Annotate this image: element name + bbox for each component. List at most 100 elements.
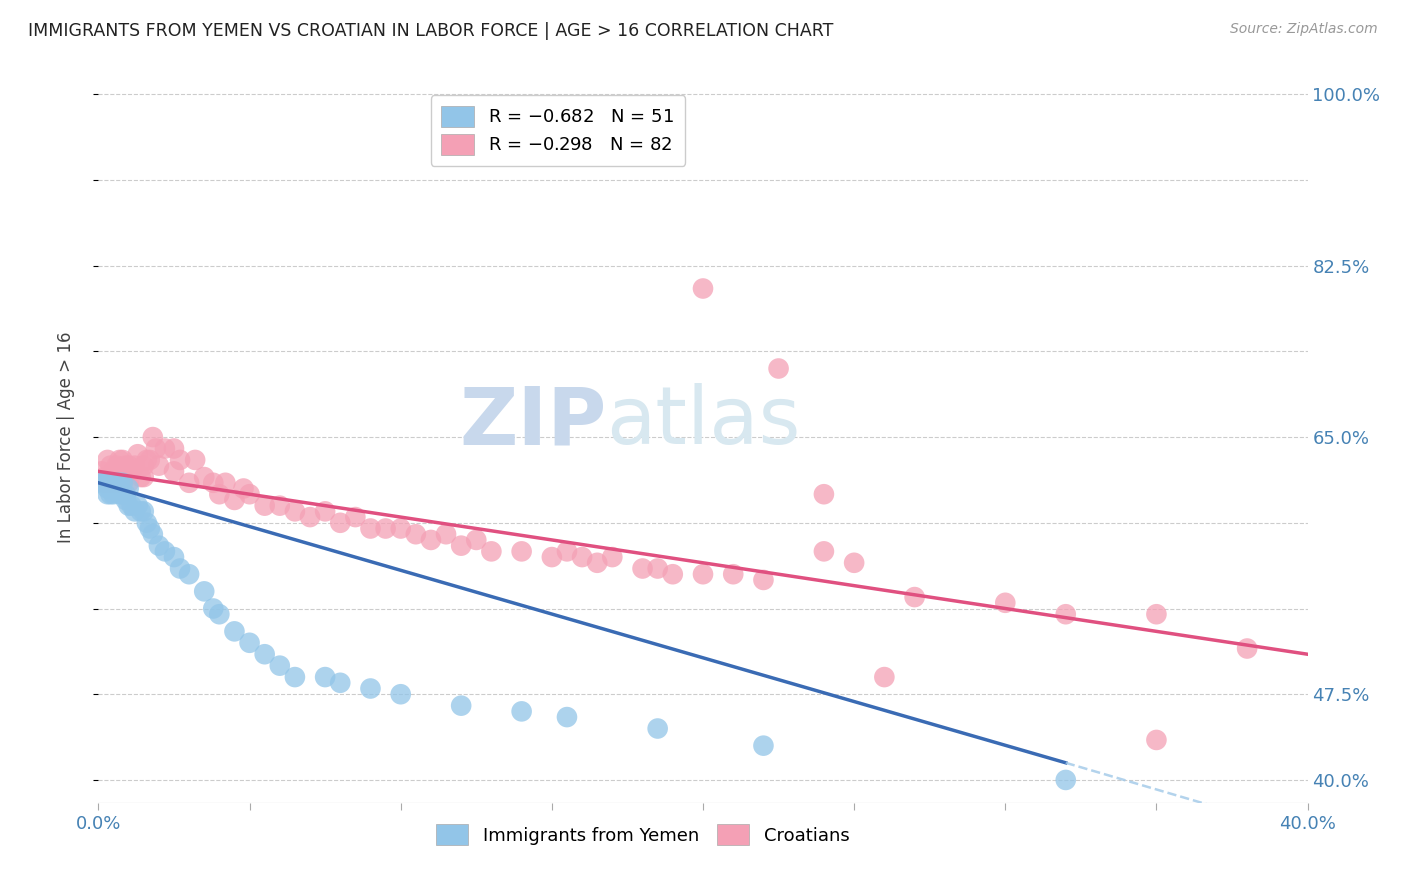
Point <box>434 527 457 541</box>
Point <box>647 561 669 575</box>
Point <box>389 687 412 701</box>
Point <box>145 442 167 456</box>
Point <box>232 482 254 496</box>
Point <box>184 453 207 467</box>
Point <box>169 561 191 575</box>
Point <box>96 482 118 496</box>
Point <box>844 556 866 570</box>
Point <box>540 550 562 565</box>
Point <box>93 475 115 490</box>
Point <box>253 499 276 513</box>
Point <box>314 670 336 684</box>
Point <box>108 487 131 501</box>
Point <box>284 670 307 684</box>
Point <box>768 361 790 376</box>
Point <box>239 636 262 650</box>
Point <box>813 487 835 501</box>
Point <box>114 492 136 507</box>
Legend: Immigrants from Yemen, Croatians: Immigrants from Yemen, Croatians <box>429 817 856 852</box>
Point <box>118 458 141 473</box>
Point <box>93 470 115 484</box>
Point <box>100 458 122 473</box>
Point <box>103 487 125 501</box>
Point <box>389 521 412 535</box>
Point <box>103 475 125 490</box>
Point <box>100 482 122 496</box>
Point <box>148 539 170 553</box>
Point <box>96 470 118 484</box>
Point <box>163 442 186 456</box>
Point <box>1236 641 1258 656</box>
Point <box>208 487 231 501</box>
Point <box>813 544 835 558</box>
Point <box>105 470 128 484</box>
Point <box>269 499 291 513</box>
Point <box>132 504 155 518</box>
Point <box>105 475 128 490</box>
Point <box>121 464 143 478</box>
Point <box>450 698 472 713</box>
Point <box>90 464 112 478</box>
Point <box>510 544 533 558</box>
Y-axis label: In Labor Force | Age > 16: In Labor Force | Age > 16 <box>56 331 75 543</box>
Point <box>108 475 131 490</box>
Point <box>105 458 128 473</box>
Point <box>163 550 186 565</box>
Point <box>108 453 131 467</box>
Point <box>139 453 162 467</box>
Point <box>100 475 122 490</box>
Point <box>284 504 307 518</box>
Point <box>202 475 225 490</box>
Point <box>481 544 503 558</box>
Point <box>96 475 118 490</box>
Point <box>994 596 1017 610</box>
Point <box>129 504 152 518</box>
Point <box>124 504 146 518</box>
Point <box>571 550 593 565</box>
Point <box>269 658 291 673</box>
Point <box>163 464 186 478</box>
Point <box>1144 607 1167 622</box>
Point <box>1054 772 1077 787</box>
Point <box>193 470 215 484</box>
Point <box>193 584 215 599</box>
Point <box>661 567 683 582</box>
Point <box>118 482 141 496</box>
Point <box>224 624 246 639</box>
Point <box>111 487 134 501</box>
Point <box>114 487 136 501</box>
Point <box>114 458 136 473</box>
Text: ZIP: ZIP <box>458 384 606 461</box>
Point <box>450 539 472 553</box>
Point <box>148 458 170 473</box>
Point <box>555 710 578 724</box>
Point <box>111 453 134 467</box>
Point <box>179 567 201 582</box>
Point <box>374 521 396 535</box>
Point <box>132 458 155 473</box>
Point <box>344 510 367 524</box>
Point <box>692 281 714 295</box>
Point <box>121 499 143 513</box>
Point <box>314 504 336 518</box>
Point <box>118 475 141 490</box>
Point <box>153 442 176 456</box>
Point <box>135 453 157 467</box>
Point <box>208 607 231 622</box>
Point <box>405 527 427 541</box>
Point <box>555 544 578 558</box>
Point <box>752 739 775 753</box>
Point <box>135 516 157 530</box>
Text: atlas: atlas <box>606 384 800 461</box>
Point <box>103 475 125 490</box>
Point <box>647 722 669 736</box>
Point <box>93 475 115 490</box>
Point <box>179 475 201 490</box>
Text: IMMIGRANTS FROM YEMEN VS CROATIAN IN LABOR FORCE | AGE > 16 CORRELATION CHART: IMMIGRANTS FROM YEMEN VS CROATIAN IN LAB… <box>28 22 834 40</box>
Point <box>239 487 262 501</box>
Point <box>90 475 112 490</box>
Point <box>129 470 152 484</box>
Point <box>93 475 115 490</box>
Point <box>153 544 176 558</box>
Point <box>96 453 118 467</box>
